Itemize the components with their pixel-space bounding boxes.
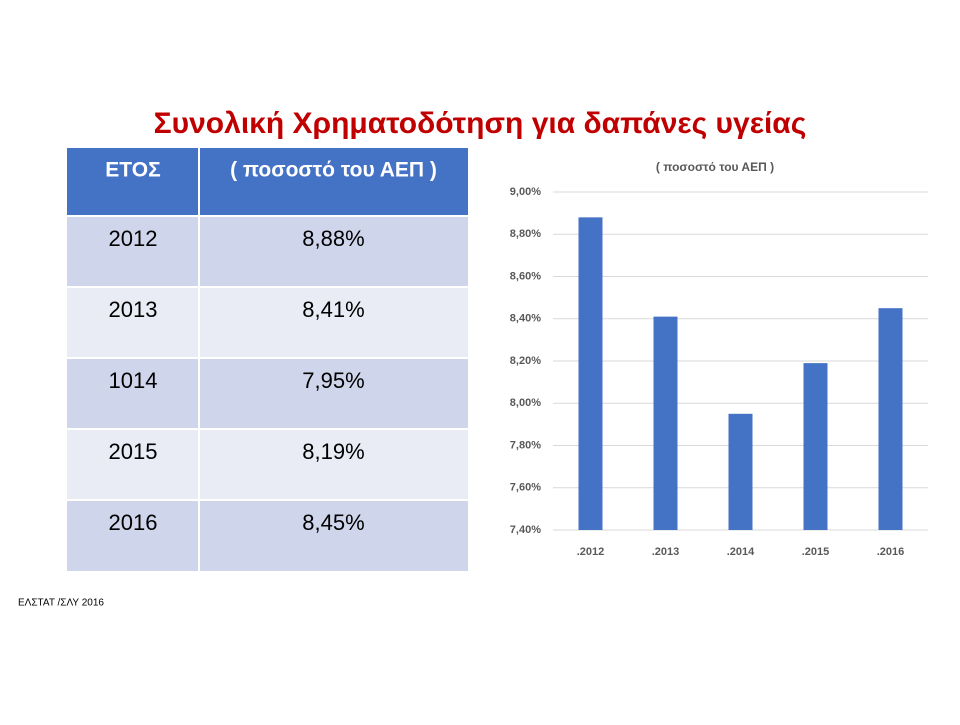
y-tick-label: 7,80%: [510, 439, 541, 451]
table-cell: 2015: [109, 439, 158, 464]
bar: [803, 363, 828, 530]
table-cell: 2012: [109, 226, 158, 251]
x-tick-label: .2013: [652, 546, 680, 558]
y-tick-label: 8,60%: [510, 270, 541, 282]
x-tick-label: .2014: [727, 546, 755, 558]
chart: 7,40% 7,60% 7,80% 8,00% 8,20% 8,40% 8,60% 8,80%…: [510, 186, 928, 558]
table-row: [67, 429, 468, 500]
y-tick-label: 8,40%: [510, 313, 541, 325]
table-cell: 7,95%: [302, 368, 364, 393]
y-tick-label: 8,80%: [510, 228, 541, 240]
table-cell: 8,41%: [302, 297, 364, 322]
bar: [653, 316, 678, 530]
source: ΕΛΣΤΑΤ /ΣΛΥ 2016: [18, 598, 104, 609]
header-cell: ΕΤΟΣ: [105, 159, 160, 182]
table-cell: 2016: [109, 510, 158, 535]
bar: [728, 413, 753, 530]
table-cell: 1014: [109, 368, 158, 393]
y-tick-label: 8,20%: [510, 355, 541, 367]
x-tick-label: .2012: [577, 546, 605, 558]
x-tick-label: .2016: [877, 546, 905, 558]
x-tick-label: .2015: [802, 546, 830, 558]
table-row: [67, 216, 468, 287]
y-tick-label: 7,60%: [510, 482, 541, 494]
y-tick-label: 7,40%: [510, 524, 541, 536]
table-header: [67, 148, 468, 216]
y-tick-label: 8,00%: [510, 397, 541, 409]
table-cell: 8,19%: [302, 439, 364, 464]
slide-title: Συνολική Χρηματοδότηση για δαπάνες υγεία…: [154, 107, 807, 140]
table-row: [67, 287, 468, 358]
table-cell: 8,45%: [302, 510, 364, 535]
table-row: [67, 500, 468, 571]
table-cell: 2013: [109, 297, 158, 322]
bar: [878, 308, 903, 530]
y-tick-label: 9,00%: [510, 186, 541, 198]
chart-title: ( ποσοστό του ΑΕΠ ): [656, 160, 774, 174]
bar: [578, 217, 603, 530]
table-row: [67, 358, 468, 429]
table-cell: 8,88%: [302, 226, 364, 251]
header-cell: ( ποσοστό του ΑΕΠ ): [230, 159, 437, 182]
table: ΕΤΟΣ ( ποσοστό του ΑΕΠ ) 2012 8,88% 2013 8,41…: [67, 148, 468, 571]
